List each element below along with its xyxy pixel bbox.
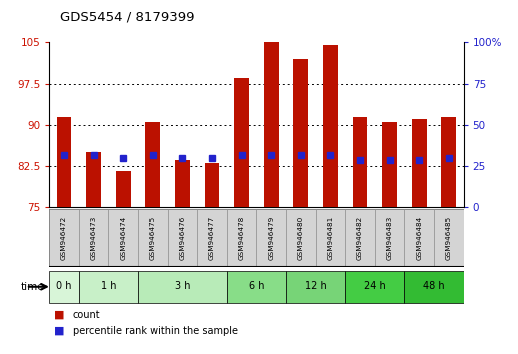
Text: count: count [73, 310, 100, 320]
Bar [205, 163, 220, 207]
Bar [168, 209, 197, 267]
Bar [108, 209, 138, 267]
Bar [56, 116, 71, 207]
Text: GSM946480: GSM946480 [298, 216, 304, 260]
Bar [116, 171, 131, 207]
Bar [323, 45, 338, 207]
Bar [375, 209, 405, 267]
Text: 6 h: 6 h [249, 281, 264, 291]
Text: percentile rank within the sample: percentile rank within the sample [73, 326, 238, 336]
Text: 12 h: 12 h [305, 281, 326, 291]
Bar [286, 271, 345, 303]
Bar [86, 152, 101, 207]
Text: 1 h: 1 h [100, 281, 116, 291]
Text: GSM946477: GSM946477 [209, 216, 215, 260]
Text: GSM946479: GSM946479 [268, 216, 274, 260]
Bar [256, 209, 286, 267]
Bar [412, 119, 427, 207]
Text: GSM946475: GSM946475 [150, 216, 156, 260]
Bar [405, 209, 434, 267]
Bar [405, 271, 464, 303]
Text: GSM946473: GSM946473 [91, 216, 97, 260]
Bar [382, 122, 397, 207]
Bar [227, 271, 286, 303]
Text: 48 h: 48 h [423, 281, 445, 291]
Text: 0 h: 0 h [56, 281, 72, 291]
Text: GSM946484: GSM946484 [416, 216, 422, 260]
Bar [441, 116, 456, 207]
Bar [315, 209, 345, 267]
Bar [49, 209, 79, 267]
Text: GSM946474: GSM946474 [120, 216, 126, 260]
Bar [234, 78, 249, 207]
Bar [197, 209, 227, 267]
Text: ■: ■ [54, 326, 65, 336]
Bar [353, 116, 367, 207]
Bar [79, 271, 138, 303]
Bar [138, 209, 168, 267]
Bar [175, 160, 190, 207]
Bar [286, 209, 315, 267]
Text: GSM946476: GSM946476 [179, 216, 185, 260]
Text: time: time [20, 282, 44, 292]
Bar [49, 271, 79, 303]
Text: GSM946478: GSM946478 [239, 216, 244, 260]
Text: GSM946483: GSM946483 [386, 216, 393, 260]
Text: GDS5454 / 8179399: GDS5454 / 8179399 [60, 11, 194, 24]
Text: GSM946481: GSM946481 [327, 216, 334, 260]
Bar [345, 271, 405, 303]
Text: 3 h: 3 h [175, 281, 190, 291]
Bar [264, 42, 279, 207]
Bar [434, 209, 464, 267]
Bar [227, 209, 256, 267]
Text: GSM946485: GSM946485 [446, 216, 452, 260]
Text: GSM946472: GSM946472 [61, 216, 67, 260]
Bar [79, 209, 108, 267]
Text: ■: ■ [54, 310, 65, 320]
Bar [146, 122, 160, 207]
Text: GSM946482: GSM946482 [357, 216, 363, 260]
Bar [345, 209, 375, 267]
Bar [293, 59, 308, 207]
Text: 24 h: 24 h [364, 281, 386, 291]
Bar [138, 271, 227, 303]
